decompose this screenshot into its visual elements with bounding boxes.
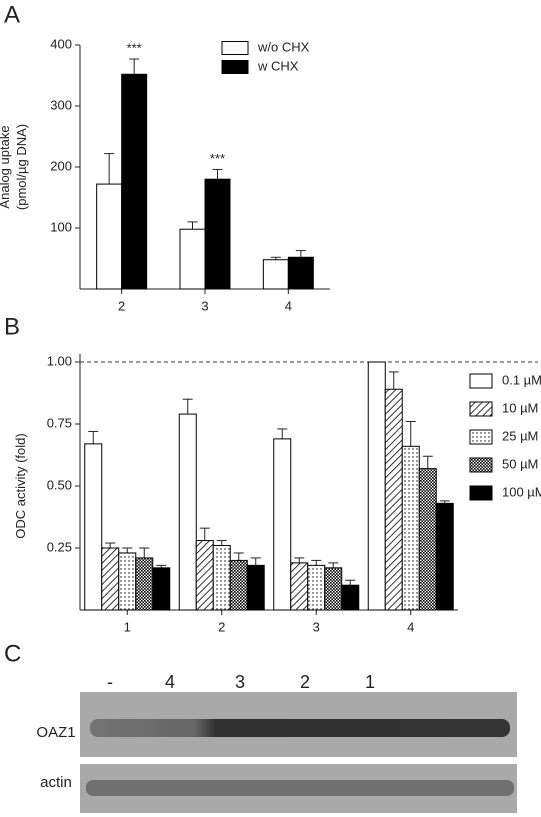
y-tick-label: 200: [50, 158, 72, 173]
panel-label: C: [4, 640, 21, 667]
y-tick-label: 0.75: [47, 415, 72, 430]
y-axis-label: Analog uptake (pmol/µg DNA): [0, 124, 29, 210]
lane-label: -: [107, 672, 113, 692]
legend-swatch: [221, 41, 249, 55]
blot-panel: C - 4 3 2 1 OAZ1 actin: [4, 640, 517, 813]
lane-label: 3: [235, 672, 245, 692]
bar: [229, 559, 248, 611]
bar: [418, 468, 437, 611]
legend-label: 100 µM: [502, 484, 541, 499]
y-axis-label-line: ODC activity (fold): [13, 433, 28, 538]
x-tick-label: 4: [285, 298, 292, 313]
y-tick-label: 100: [50, 219, 72, 234]
bar: [204, 178, 231, 290]
y-tick-label: 0.50: [47, 477, 72, 492]
y-axis-label-line: Analog uptake: [0, 125, 12, 208]
bar: [195, 540, 214, 611]
y-tick-label: 0.25: [47, 539, 72, 554]
bar: [179, 228, 206, 290]
bar: [290, 562, 309, 611]
legend-label: 25 µM: [502, 428, 538, 443]
x-tick-label: 2: [218, 619, 225, 634]
bar: [101, 547, 120, 611]
legend-swatch: [469, 429, 493, 445]
bar: [384, 388, 403, 611]
legend-swatch: [221, 60, 249, 74]
significance-label: ***: [127, 40, 142, 55]
y-axis-label: ODC activity (fold): [13, 433, 28, 538]
legend-swatch: [469, 373, 493, 389]
lane-label: 4: [165, 672, 175, 692]
x-tick-label: 3: [201, 298, 208, 313]
x-tick-label: 3: [313, 619, 320, 634]
bar: [287, 256, 314, 290]
bar: [178, 413, 197, 611]
legend-swatch: [469, 485, 493, 501]
bar: [324, 567, 343, 611]
bar: [307, 564, 326, 611]
bar: [401, 445, 420, 611]
x-tick-label: 1: [124, 619, 131, 634]
legend-swatch: [469, 401, 493, 417]
bar: [96, 183, 123, 290]
bar: [367, 361, 386, 611]
row-label: actin: [40, 774, 72, 791]
panel-label: A: [4, 1, 20, 28]
legend-label: 10 µM: [502, 400, 538, 415]
row-label: OAZ1: [36, 724, 75, 741]
legend-label: 0.1 µM: [502, 372, 541, 387]
bar: [84, 443, 103, 611]
bar: [135, 557, 154, 611]
legend-label: w/o CHX: [257, 39, 310, 54]
bar: [121, 73, 148, 290]
legend-label: w CHX: [257, 58, 299, 73]
bar: [246, 564, 265, 611]
lane-label: 1: [365, 672, 375, 692]
panel-label: B: [4, 313, 20, 340]
bar: [273, 438, 292, 611]
significance-label: ***: [210, 151, 225, 166]
y-axis-label-line: (pmol/µg DNA): [14, 124, 29, 210]
y-tick-label: 300: [50, 97, 72, 112]
bar: [262, 259, 289, 290]
legend-swatch: [469, 457, 493, 473]
y-tick-label: 1.00: [47, 353, 72, 368]
blot-band: [86, 780, 514, 796]
bar: [212, 545, 231, 611]
bar: [118, 552, 137, 611]
bar: [152, 567, 171, 611]
bar: [435, 502, 454, 611]
y-tick-label: 400: [50, 36, 72, 51]
lane-label: 2: [300, 672, 310, 692]
x-tick-label: 4: [407, 619, 414, 634]
bar: [341, 584, 360, 611]
blot-band: [90, 719, 510, 737]
x-tick-label: 2: [118, 298, 125, 313]
legend-label: 50 µM: [502, 456, 538, 471]
